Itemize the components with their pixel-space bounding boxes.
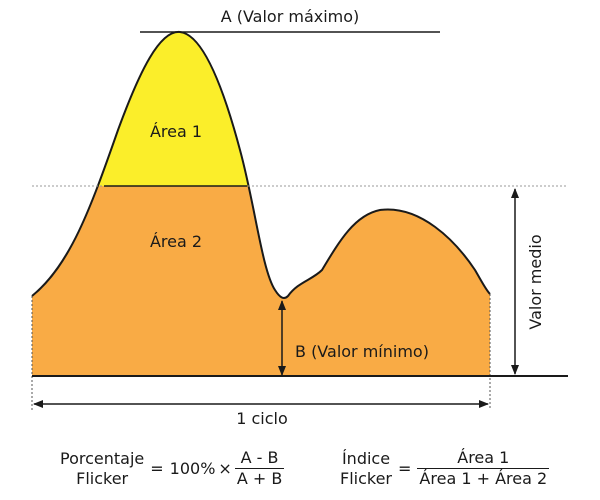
area-2-label: Área 2 <box>150 232 202 251</box>
cycle-label: 1 ciclo <box>236 409 288 428</box>
percent-flicker-times: × <box>218 459 232 478</box>
flicker-index-name: Índice Flicker <box>340 449 392 489</box>
percent-flicker-formula: Porcentaje Flicker = 100% × A - B A + B <box>60 448 285 489</box>
flicker-index-formula: Índice Flicker = Área 1 Área 1 + Área 2 <box>340 448 550 489</box>
max-value-label: A (Valor máximo) <box>221 7 360 26</box>
percent-flicker-name-line2: Flicker <box>76 468 129 488</box>
flicker-index-equals: = <box>398 459 412 478</box>
mean-value-label: Valor medio <box>526 234 545 329</box>
flicker-index-fraction-bar <box>417 468 550 469</box>
flicker-diagram: A (Valor máximo) Área 1 Área 2 B (Valor … <box>31 7 568 428</box>
flicker-index-denominator: Área 1 + Área 2 <box>419 469 548 488</box>
flicker-index-numerator: Área 1 <box>457 448 510 467</box>
percent-flicker-denominator: A + B <box>236 469 283 488</box>
area-1-label: Área 1 <box>150 122 202 141</box>
percent-flicker-fraction-bar <box>234 468 285 469</box>
waveform-curve <box>31 30 491 299</box>
area-2-fill <box>32 186 490 376</box>
flicker-index-name-line2: Flicker <box>340 468 393 488</box>
flicker-index-name-line1: Índice <box>341 448 391 468</box>
flicker-index-fraction: Área 1 Área 1 + Área 2 <box>417 448 550 489</box>
percent-flicker-name: Porcentaje Flicker <box>60 449 144 489</box>
percent-flicker-equals: = <box>150 459 164 478</box>
area-1-fill <box>97 31 249 186</box>
percent-flicker-coefficient: 100% <box>169 459 216 478</box>
min-value-label: B (Valor mínimo) <box>295 342 429 361</box>
percent-flicker-name-line1: Porcentaje <box>60 448 145 468</box>
percent-flicker-fraction: A - B A + B <box>234 448 285 489</box>
percent-flicker-numerator: A - B <box>240 448 279 467</box>
